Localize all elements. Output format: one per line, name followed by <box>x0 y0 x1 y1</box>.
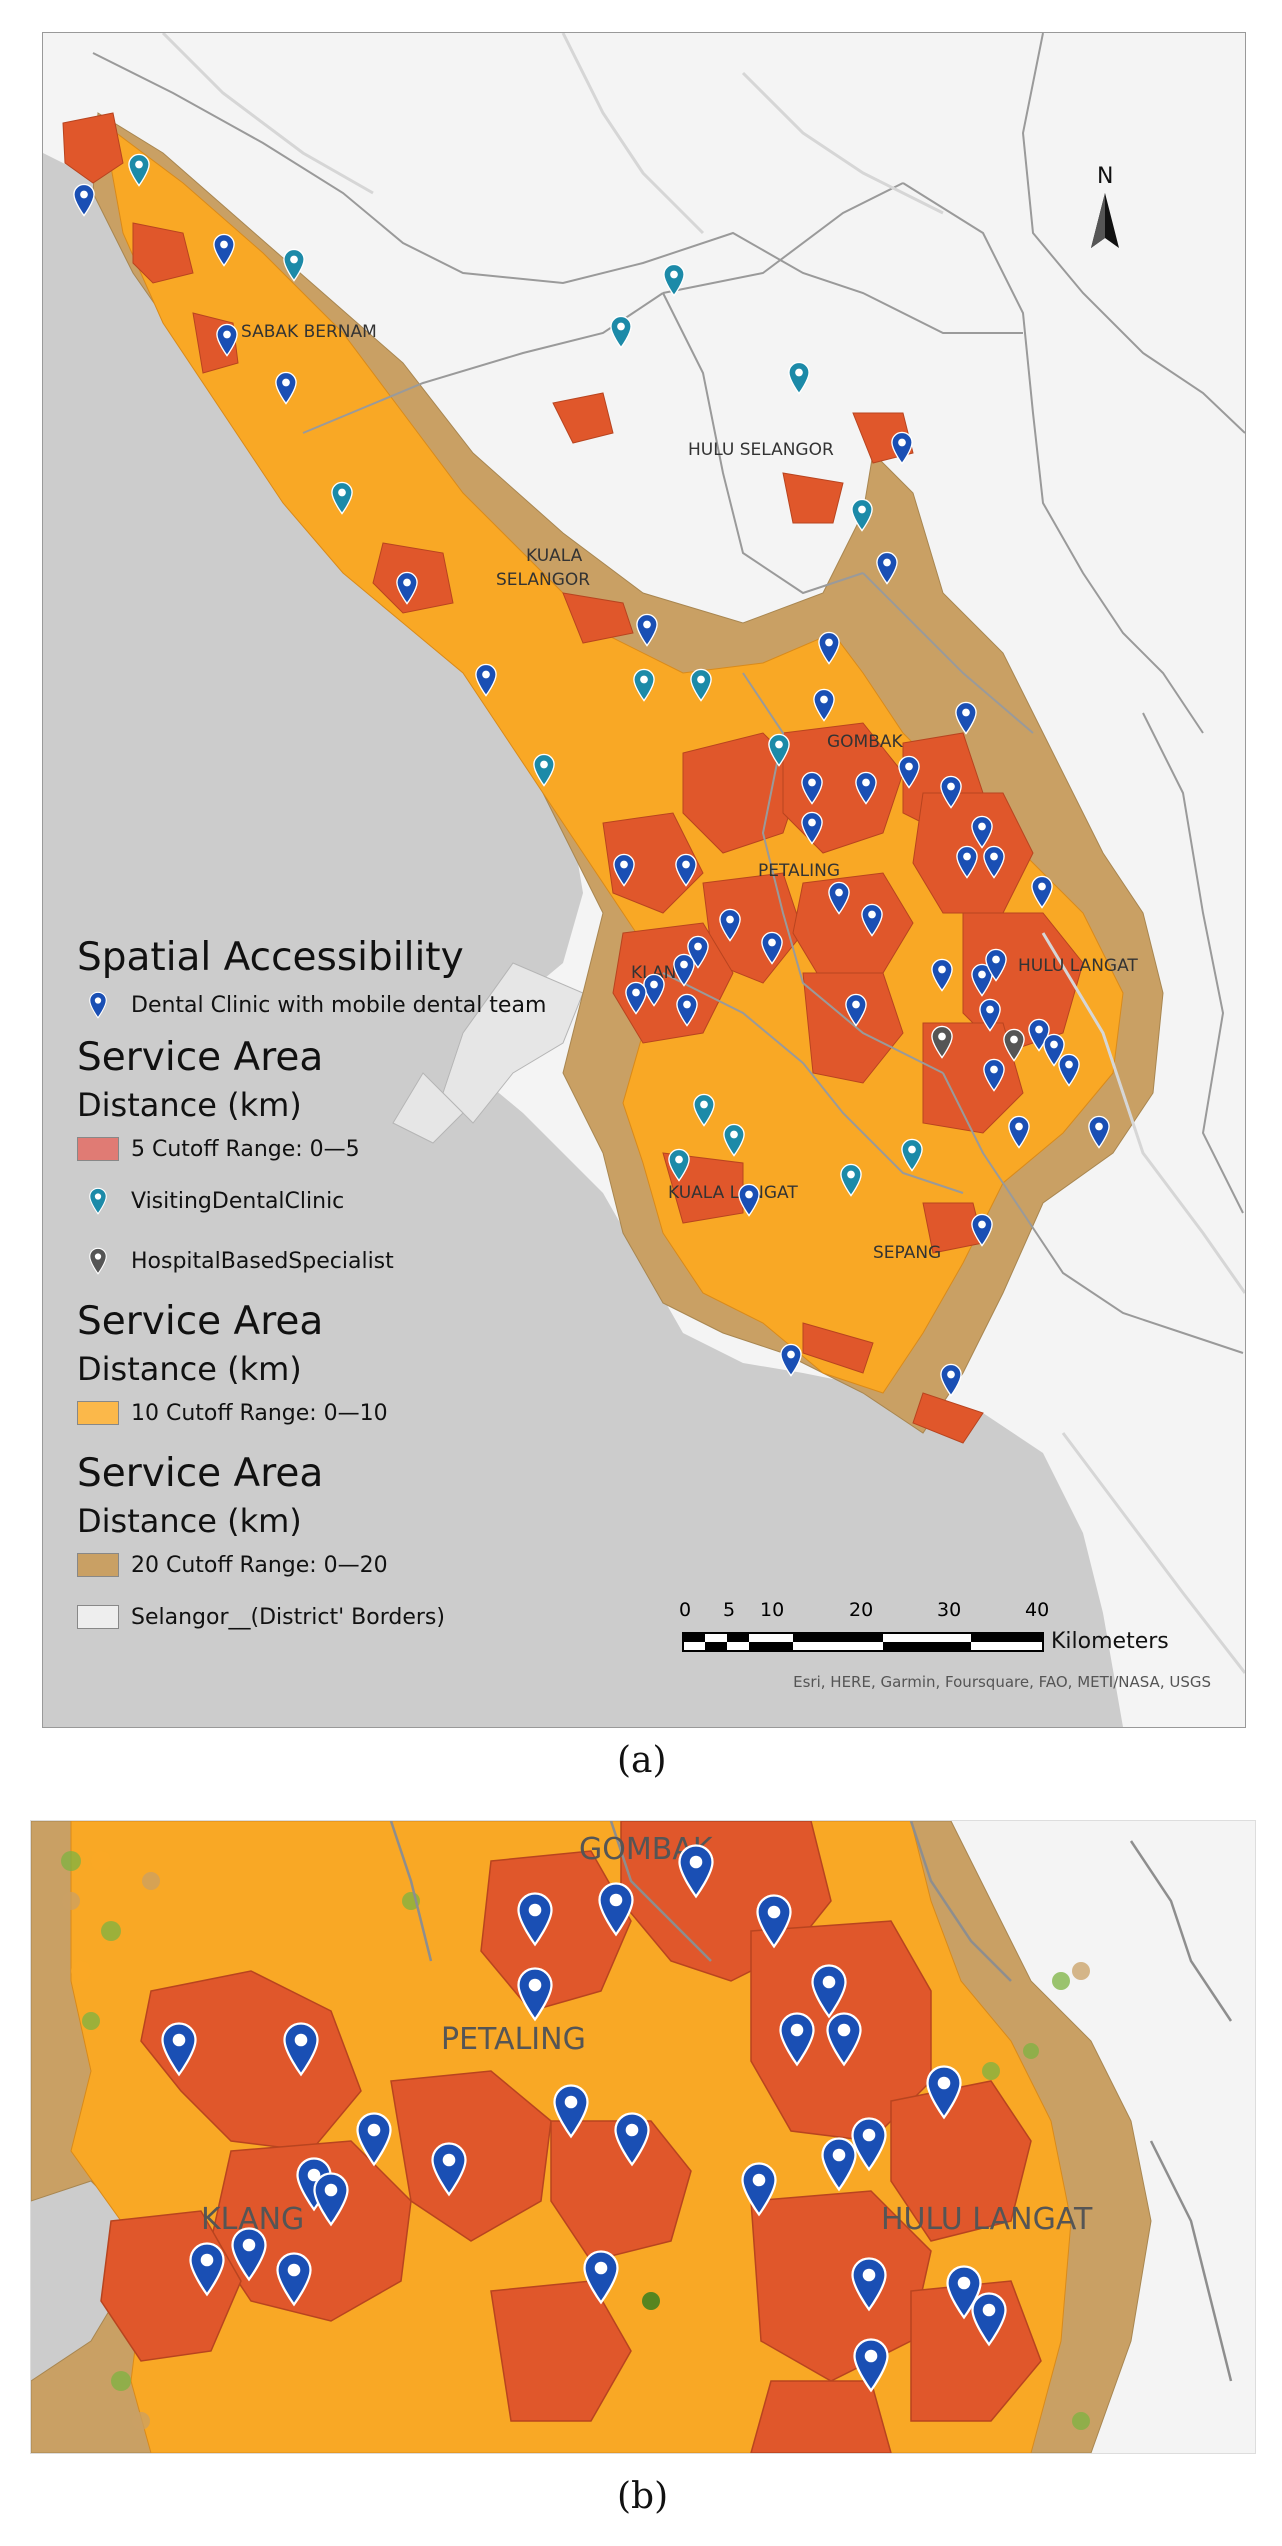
legend-label: 20 Cutoff Range: 0—20 <box>131 1552 388 1578</box>
north-arrow: N <box>1091 164 1119 248</box>
legend-subheading: Distance (km) <box>77 1502 302 1540</box>
dental-pin-icon <box>77 991 119 1019</box>
legend-label: 5 Cutoff Range: 0—5 <box>131 1136 360 1162</box>
sea-area <box>43 153 1123 1727</box>
legend-item-5km: 5 Cutoff Range: 0—5 <box>77 1127 597 1171</box>
label-selangor: SELANGOR <box>496 570 590 590</box>
legend-item-hospital: HospitalBasedSpecialist <box>77 1231 597 1291</box>
district-borders <box>92 33 1245 1354</box>
label-sepang: SEPANG <box>873 1243 941 1263</box>
roads <box>161 33 1245 1674</box>
visiting-pin-icon <box>77 1187 119 1215</box>
label-kuala: KUALA <box>526 546 583 566</box>
map-attribution: Esri, HERE, Garmin, Foursquare, FAO, MET… <box>793 1673 1211 1691</box>
caption-a: (a) <box>617 1740 667 1781</box>
legend-item-visiting: VisitingDentalClinic <box>77 1171 597 1231</box>
legend-item-borders: Selangor__(District' Borders) <box>77 1595 597 1639</box>
island <box>442 962 584 1124</box>
label-sabak-bernam: SABAK BERNAM <box>241 322 377 342</box>
map-panel-b: GOMBAK PETALING KLANG HULU LANGAT <box>30 1820 1256 2454</box>
legend-label: 10 Cutoff Range: 0—10 <box>131 1400 388 1426</box>
label-petaling: PETALING <box>758 861 840 881</box>
legend-title: Spatial Accessibility <box>77 935 464 980</box>
label-kuala-langat: KUALA LANGAT <box>668 1183 798 1203</box>
sea-area <box>31 2181 131 2381</box>
scale-tick: 5 <box>723 1599 736 1621</box>
scale-tick: 10 <box>760 1599 785 1621</box>
north-label: N <box>1097 164 1113 189</box>
legend-item-20km: 20 Cutoff Range: 0—20 <box>77 1543 597 1587</box>
legend-subheading: Distance (km) <box>77 1350 302 1388</box>
legend-item-dental: Dental Clinic with mobile dental team <box>77 983 597 1027</box>
swatch-20km <box>77 1553 119 1577</box>
legend-heading: Service Area <box>77 1035 324 1080</box>
label-petaling: PETALING <box>441 2022 586 2057</box>
map-a-canvas: SABAK BERNAM HULU SELANGOR KUALA SELANGO… <box>43 33 1245 1727</box>
legend-heading: Service Area <box>77 1451 324 1496</box>
district-borders <box>389 1821 1233 2382</box>
legend-label: HospitalBasedSpecialist <box>131 1248 394 1274</box>
scale-tick-labels: 0 5 10 20 30 40 <box>679 1599 1103 1625</box>
caption-b: (b) <box>617 2476 669 2517</box>
island <box>392 1072 464 1144</box>
swatch-5km <box>77 1137 119 1161</box>
legend-subheading: Distance (km) <box>77 1086 302 1124</box>
legend-label: VisitingDentalClinic <box>131 1188 345 1214</box>
district-labels: SABAK BERNAM HULU SELANGOR KUALA SELANGO… <box>241 322 1138 1263</box>
label-hulu-langat: HULU LANGAT <box>1018 956 1138 976</box>
hospital-pin-icon <box>77 1247 119 1275</box>
map-legend: Spatial Accessibility Dental Clinic with… <box>77 933 597 1639</box>
legend-label: Dental Clinic with mobile dental team <box>131 992 547 1018</box>
label-hulu-selangor: HULU SELANGOR <box>688 440 834 460</box>
map-b-canvas: GOMBAK PETALING KLANG HULU LANGAT <box>31 1821 1255 2453</box>
legend-item-10km: 10 Cutoff Range: 0—10 <box>77 1391 597 1435</box>
legend-label: Selangor__(District' Borders) <box>131 1604 445 1630</box>
label-hulu-langat: HULU LANGAT <box>881 2202 1093 2237</box>
scale-unit: Kilometers <box>1051 1629 1169 1654</box>
scale-tick: 20 <box>849 1599 874 1621</box>
map-panel-a: SABAK BERNAM HULU SELANGOR KUALA SELANGO… <box>42 32 1246 1728</box>
scale-tick: 0 <box>679 1599 692 1621</box>
scale-tick: 30 <box>937 1599 962 1621</box>
legend-heading: Service Area <box>77 1299 324 1344</box>
swatch-10km <box>77 1401 119 1425</box>
scale-tick: 40 <box>1025 1599 1050 1621</box>
swatch-borders <box>77 1605 119 1629</box>
scale-bar <box>682 1632 1044 1652</box>
label-gombak: GOMBAK <box>827 732 904 752</box>
